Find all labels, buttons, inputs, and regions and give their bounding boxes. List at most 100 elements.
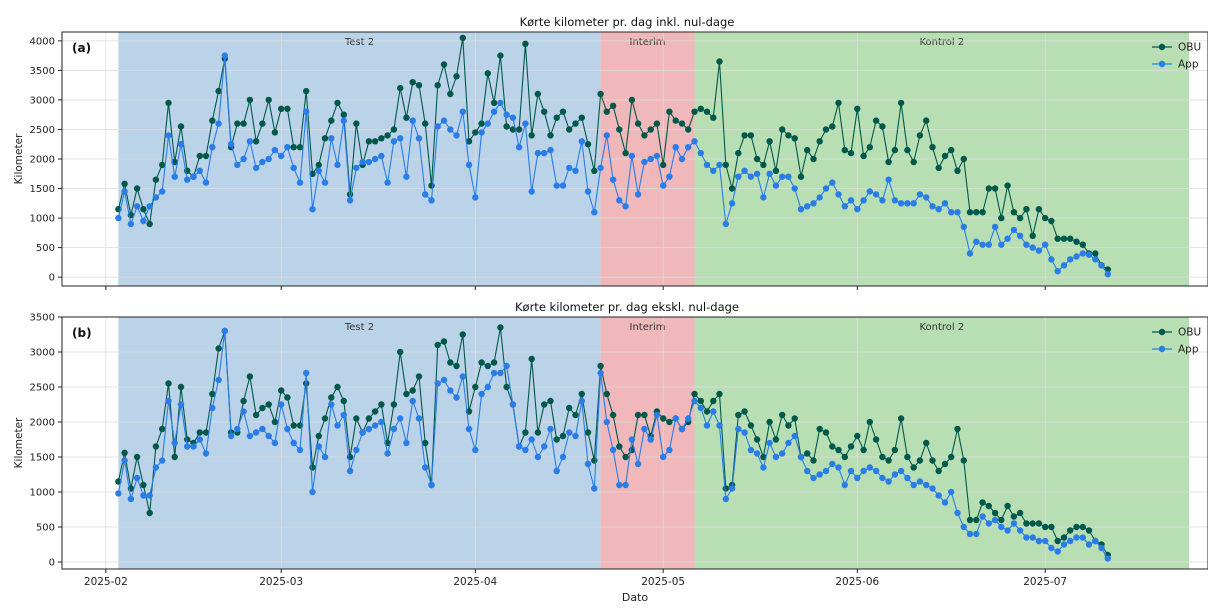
data-point-obu — [941, 152, 949, 160]
data-point-app — [584, 188, 592, 195]
data-point-obu — [453, 362, 460, 370]
data-point-app — [785, 439, 792, 447]
data-point-app — [365, 425, 373, 433]
data-point-app — [190, 443, 197, 450]
data-point-app — [866, 188, 873, 195]
data-point-obu — [841, 146, 848, 154]
data-point-app — [127, 220, 135, 228]
legend-marker — [1158, 345, 1166, 353]
data-point-app — [133, 203, 141, 210]
data-point-app — [159, 457, 166, 464]
data-point-obu — [171, 453, 178, 461]
data-point-app — [397, 135, 404, 142]
data-point-app — [885, 176, 892, 183]
data-point-app — [184, 443, 191, 450]
data-point-app — [785, 173, 792, 180]
data-point-app — [503, 362, 510, 370]
data-point-app — [672, 415, 679, 422]
data-point-app — [321, 179, 329, 186]
data-point-obu — [559, 108, 567, 115]
data-point-app — [1079, 250, 1087, 257]
data-point-app — [278, 401, 285, 408]
legend-label: OBU — [1178, 42, 1201, 54]
data-point-app — [422, 191, 429, 198]
data-point-obu — [879, 453, 886, 461]
data-point-app — [509, 114, 517, 121]
data-point-obu — [284, 394, 291, 401]
data-point-obu — [196, 152, 203, 160]
data-point-obu — [804, 146, 811, 154]
data-point-app — [484, 120, 491, 127]
x-tick-label: 2025-04 — [453, 576, 497, 588]
data-point-obu — [753, 155, 761, 163]
data-point-obu — [252, 138, 260, 145]
data-point-app — [409, 117, 416, 124]
data-point-app — [578, 397, 585, 405]
legend-marker — [1158, 60, 1166, 68]
data-point-app — [766, 170, 773, 177]
data-point-obu — [685, 126, 692, 133]
data-point-app — [397, 415, 404, 422]
data-point-obu — [916, 132, 924, 139]
data-point-app — [985, 520, 992, 527]
data-point-obu — [935, 467, 942, 475]
data-point-obu — [954, 425, 961, 433]
data-point-app — [741, 429, 748, 436]
data-point-app — [666, 173, 673, 180]
data-point-app — [453, 394, 460, 401]
data-point-app — [1004, 235, 1011, 242]
data-point-obu — [397, 348, 404, 356]
data-point-app — [315, 443, 322, 450]
data-point-obu — [378, 135, 385, 142]
data-point-app — [998, 523, 1005, 531]
data-point-obu — [566, 126, 573, 133]
legend-label: OBU — [1178, 327, 1201, 339]
data-point-app — [916, 478, 924, 485]
data-point-obu — [503, 123, 510, 130]
data-point-obu — [785, 422, 792, 429]
data-point-app — [1042, 241, 1049, 248]
legend-label: App — [1178, 344, 1199, 356]
data-point-obu — [660, 161, 667, 169]
data-point-obu — [816, 138, 823, 145]
data-point-app — [603, 418, 610, 426]
data-point-obu — [334, 99, 341, 107]
data-point-app — [234, 161, 241, 169]
data-point-obu — [1054, 235, 1061, 242]
data-point-obu — [434, 341, 441, 349]
data-point-obu — [1067, 527, 1074, 534]
y-tick-label: 1500 — [30, 184, 55, 195]
data-point-app — [741, 167, 748, 174]
data-point-obu — [284, 105, 291, 113]
data-point-app — [415, 415, 423, 422]
data-point-app — [365, 158, 373, 166]
data-point-app — [835, 464, 842, 471]
data-point-app — [409, 397, 416, 405]
data-point-obu — [290, 422, 297, 429]
data-point-app — [440, 117, 448, 124]
data-point-obu — [296, 144, 304, 151]
period-label: Interim — [630, 322, 666, 333]
data-point-app — [196, 167, 203, 174]
data-point-obu — [691, 108, 698, 115]
data-point-obu — [866, 144, 873, 151]
data-point-obu — [691, 390, 698, 398]
data-point-app — [353, 164, 360, 172]
data-point-app — [440, 376, 448, 384]
data-point-app — [634, 191, 642, 198]
data-point-obu — [177, 123, 185, 130]
data-point-app — [509, 401, 517, 408]
data-point-obu — [353, 415, 360, 422]
data-point-app — [177, 141, 185, 148]
data-point-obu — [240, 120, 247, 127]
data-point-obu — [728, 185, 736, 192]
data-point-obu — [459, 34, 466, 42]
data-point-app — [685, 144, 692, 151]
data-point-obu — [315, 161, 322, 169]
period-label: Kontrol 2 — [919, 322, 964, 333]
data-point-app — [328, 401, 335, 408]
data-point-app — [534, 453, 542, 461]
data-point-app — [897, 200, 905, 207]
data-point-obu — [609, 102, 617, 110]
data-point-obu — [603, 108, 610, 115]
